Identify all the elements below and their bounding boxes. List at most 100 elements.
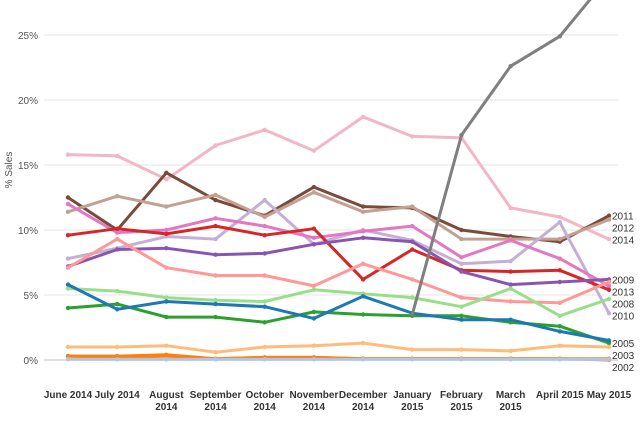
data-point xyxy=(262,344,267,350)
series-line xyxy=(67,202,610,288)
data-point xyxy=(164,231,169,237)
data-point xyxy=(213,314,218,320)
data-point xyxy=(508,282,513,287)
data-point xyxy=(164,265,169,270)
data-point xyxy=(459,255,464,260)
data-point xyxy=(360,235,366,240)
data-point xyxy=(508,299,513,304)
data-point xyxy=(606,344,612,350)
data-point xyxy=(557,324,563,329)
data-point xyxy=(311,287,317,292)
y-tick-label: 0% xyxy=(24,356,39,367)
data-point xyxy=(557,256,563,261)
data-point xyxy=(410,277,415,282)
data-point xyxy=(164,314,169,320)
data-point xyxy=(65,152,71,157)
data-point xyxy=(213,197,218,203)
data-point xyxy=(606,338,612,343)
data-point xyxy=(213,216,218,221)
series-label: 2009 xyxy=(612,275,635,286)
data-point xyxy=(213,298,218,303)
series-label: 2012 xyxy=(612,224,635,235)
series-line xyxy=(67,198,611,314)
data-point xyxy=(164,246,169,251)
series-line xyxy=(67,237,610,305)
data-point xyxy=(508,259,513,264)
x-tick-label: January 2015 xyxy=(393,390,432,413)
data-point xyxy=(459,313,464,318)
data-point xyxy=(606,279,612,285)
series-line xyxy=(67,236,610,287)
data-point xyxy=(262,223,267,229)
data-point xyxy=(557,343,563,348)
data-point xyxy=(606,283,612,289)
data-point xyxy=(557,279,563,285)
data-point xyxy=(213,357,218,362)
y-axis: 0% 5% 10% 15% 20% 25% xyxy=(18,31,38,367)
data-point xyxy=(410,204,415,209)
data-point xyxy=(114,357,120,362)
data-point xyxy=(360,114,366,120)
data-point xyxy=(410,312,415,317)
data-point xyxy=(65,265,71,270)
data-point xyxy=(311,283,317,289)
series-label: 2011 xyxy=(612,212,634,223)
data-point xyxy=(360,312,366,317)
data-point xyxy=(508,286,513,291)
data-point xyxy=(65,209,71,214)
data-point xyxy=(410,295,415,300)
y-axis-title: % Sales xyxy=(4,152,15,189)
data-point xyxy=(213,236,218,242)
data-point xyxy=(213,192,218,198)
data-point xyxy=(262,304,267,309)
data-point xyxy=(65,256,71,261)
data-point xyxy=(311,309,317,315)
data-point xyxy=(213,301,218,307)
series-2014 xyxy=(65,114,612,242)
data-point xyxy=(65,344,71,350)
data-point xyxy=(65,282,71,287)
data-point xyxy=(311,357,317,362)
series-label: 2014 xyxy=(612,236,635,247)
data-point xyxy=(262,127,267,133)
data-point xyxy=(360,204,366,209)
data-point xyxy=(606,296,612,302)
data-point xyxy=(164,343,169,348)
data-point xyxy=(311,235,317,240)
data-point xyxy=(459,317,464,322)
data-point xyxy=(508,348,513,354)
data-point xyxy=(213,223,218,229)
data-point xyxy=(410,357,415,362)
data-point xyxy=(262,357,267,362)
x-tick-label: July 2014 xyxy=(95,390,140,401)
series-lines xyxy=(65,0,612,362)
data-point xyxy=(459,304,464,309)
data-point xyxy=(213,143,218,148)
data-point xyxy=(65,233,71,238)
series-2000 xyxy=(65,357,612,362)
data-point xyxy=(557,34,563,39)
data-point xyxy=(114,247,120,252)
data-point xyxy=(262,273,267,278)
data-point xyxy=(360,277,366,282)
x-tick-label: March 2015 xyxy=(496,390,525,413)
data-point xyxy=(114,301,120,307)
x-tick-label: April 2015 xyxy=(536,390,584,401)
data-point xyxy=(360,294,366,299)
data-point xyxy=(65,286,71,291)
data-point xyxy=(164,299,169,304)
x-tick-label: December 2014 xyxy=(339,390,387,413)
data-point xyxy=(410,223,415,229)
data-point xyxy=(557,220,563,225)
data-point xyxy=(410,239,415,244)
data-point xyxy=(65,195,71,200)
series-label: 2013 xyxy=(612,287,635,298)
data-point xyxy=(508,357,513,362)
data-point xyxy=(508,238,513,243)
series-2006 xyxy=(65,286,612,318)
data-point xyxy=(557,268,563,273)
series-2013 xyxy=(65,201,612,289)
data-point xyxy=(114,226,120,231)
data-point xyxy=(606,311,612,316)
